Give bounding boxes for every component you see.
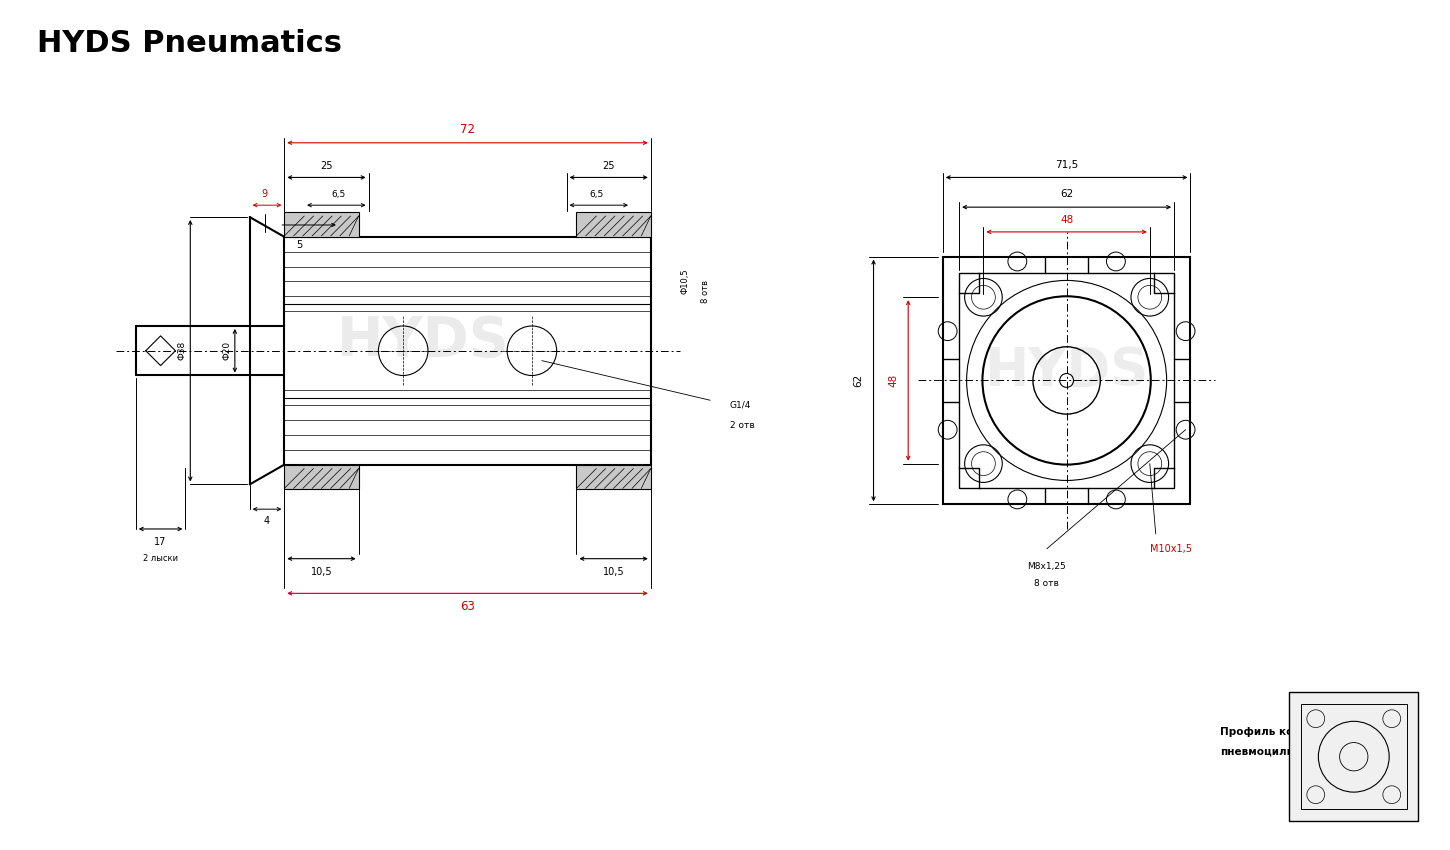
- Text: пневмоцилиндра: пневмоцилиндра: [1219, 747, 1324, 756]
- Text: G1/4: G1/4: [729, 400, 751, 410]
- Text: 2 отв: 2 отв: [729, 421, 754, 429]
- Text: Ф10,5: Ф10,5: [682, 269, 690, 294]
- Text: 63: 63: [460, 600, 476, 613]
- Text: 62: 62: [854, 374, 864, 387]
- Bar: [942, 257, 1190, 504]
- Text: 10,5: 10,5: [310, 567, 332, 576]
- Bar: [960, 273, 1174, 488]
- Text: 9: 9: [261, 190, 267, 199]
- Bar: [1289, 693, 1418, 821]
- Polygon shape: [577, 465, 651, 490]
- Text: 72: 72: [460, 123, 476, 136]
- Text: 48: 48: [889, 374, 899, 387]
- Text: 17: 17: [154, 537, 167, 547]
- Text: 8 отв: 8 отв: [1034, 579, 1060, 588]
- Text: HYDS: HYDS: [985, 344, 1148, 397]
- Text: 4: 4: [264, 516, 270, 526]
- Text: M10x1,5: M10x1,5: [1150, 544, 1192, 553]
- Text: 6,5: 6,5: [332, 190, 347, 199]
- Text: 62: 62: [1060, 190, 1073, 199]
- Text: HYDS Pneumatics: HYDS Pneumatics: [36, 29, 342, 59]
- Text: HYDS: HYDS: [336, 314, 509, 368]
- Polygon shape: [284, 212, 358, 237]
- Text: Ф20: Ф20: [222, 341, 232, 360]
- Text: 71,5: 71,5: [1056, 160, 1079, 170]
- Text: 25: 25: [602, 161, 615, 171]
- Bar: [1301, 704, 1406, 809]
- Text: Ф38: Ф38: [178, 341, 187, 360]
- Text: Профиль корпуса: Профиль корпуса: [1219, 727, 1328, 737]
- Text: 5: 5: [296, 240, 303, 250]
- Text: 25: 25: [320, 161, 332, 171]
- Text: M8x1,25: M8x1,25: [1028, 562, 1066, 571]
- Polygon shape: [577, 212, 651, 237]
- Text: 2 лыски: 2 лыски: [144, 554, 178, 564]
- Text: 6,5: 6,5: [589, 190, 603, 199]
- Text: 8 отв: 8 отв: [700, 280, 709, 303]
- Text: 10,5: 10,5: [603, 567, 625, 576]
- Text: 48: 48: [1060, 215, 1073, 225]
- Polygon shape: [284, 465, 358, 490]
